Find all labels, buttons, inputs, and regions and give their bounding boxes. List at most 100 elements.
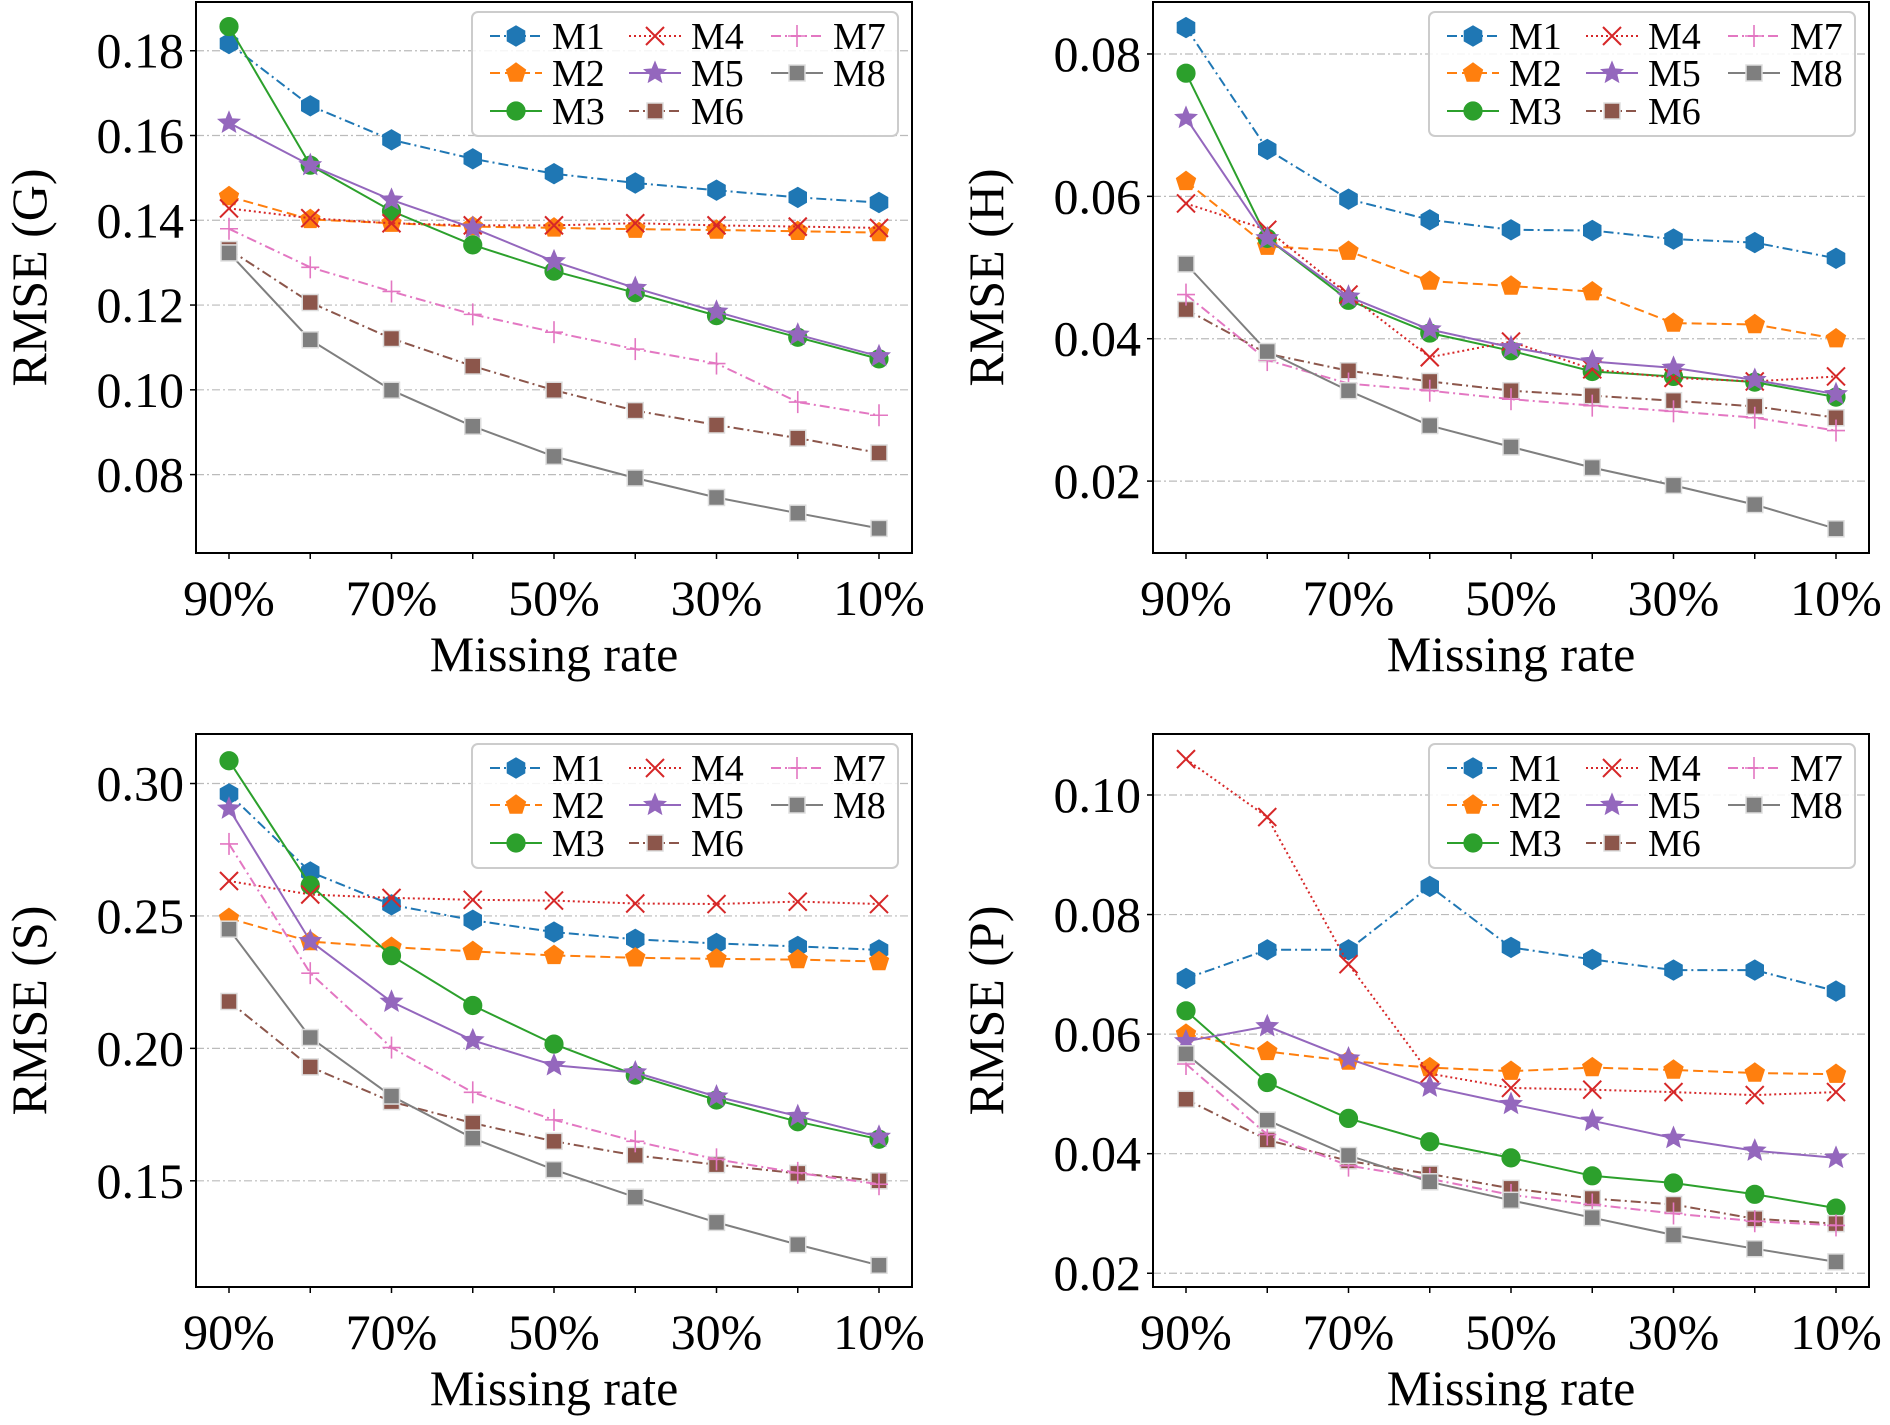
data-point-M1	[1745, 231, 1765, 254]
data-point-M4	[1745, 1085, 1765, 1105]
data-point-M4	[625, 213, 645, 233]
data-point-M6	[464, 357, 482, 375]
data-point-M3	[1826, 1198, 1846, 1218]
legend-entry-M3: M3	[490, 823, 605, 865]
data-point-M5	[704, 1084, 729, 1107]
data-point-M2	[1500, 275, 1522, 295]
data-point-M4	[1257, 807, 1277, 827]
legend-marker	[1463, 757, 1483, 779]
data-point-M3	[1338, 1108, 1359, 1129]
data-point-M8	[707, 1213, 726, 1232]
data-point-M2	[1256, 1040, 1278, 1061]
data-point-M7	[463, 303, 482, 326]
legend-label: M3	[1509, 823, 1562, 865]
series-M5	[1173, 1013, 1849, 1169]
data-point-M3	[463, 995, 483, 1016]
legend-marker	[1745, 757, 1763, 779]
data-point-M7	[301, 256, 320, 279]
legend-entry-M8: M8	[771, 785, 886, 827]
data-point-M4	[1176, 749, 1196, 769]
y-tick-label: 0.02	[1054, 1245, 1142, 1301]
series-line-M4	[1185, 202, 1837, 383]
x-tick-label: 70%	[346, 570, 438, 626]
data-point-M8	[1421, 1173, 1439, 1191]
data-point-M3	[1501, 1148, 1521, 1168]
data-point-M7	[788, 1161, 807, 1184]
data-point-M8	[626, 469, 644, 487]
legend-entry-M1: M1	[490, 748, 605, 790]
legend-label: M5	[691, 53, 744, 95]
data-point-M5	[298, 152, 323, 176]
data-point-M7	[382, 280, 401, 303]
data-point-M4	[300, 208, 320, 228]
legend-label: M4	[691, 16, 744, 58]
legend-entry-M4: M4	[629, 16, 744, 58]
data-point-M4	[544, 890, 564, 911]
data-point-M1	[625, 928, 645, 950]
legend-label: M6	[1648, 823, 1701, 865]
data-point-M7	[1664, 400, 1683, 423]
legend-marker	[645, 758, 665, 778]
data-point-M5	[867, 343, 891, 367]
legend-marker	[646, 834, 664, 852]
data-point-M5	[542, 1052, 566, 1076]
data-point-M8	[1583, 458, 1601, 477]
legend-label: M1	[552, 748, 605, 790]
data-point-M6	[545, 1132, 563, 1151]
legend-label: M2	[552, 53, 605, 95]
data-point-M7	[1420, 379, 1439, 402]
x-tick-label: 90%	[1140, 1304, 1232, 1360]
data-point-M7	[545, 321, 563, 344]
data-point-M5	[1417, 1074, 1442, 1097]
data-point-M4	[625, 893, 645, 914]
series-line-M2	[1185, 180, 1837, 340]
legend-marker	[1463, 101, 1483, 121]
series-M2	[1175, 1023, 1847, 1083]
data-point-M6	[870, 444, 888, 462]
data-point-M1	[1420, 209, 1440, 231]
data-point-M5	[785, 322, 810, 345]
data-point-M4	[219, 871, 239, 891]
data-point-M4	[706, 215, 727, 236]
legend-label: M4	[691, 748, 744, 790]
subplot-2: 0.02 0.04 0.06 0.08 90% 70% 50% 30% 10% Missing r…	[958, 1, 1882, 682]
data-point-M1	[1745, 959, 1765, 981]
data-point-M5	[1498, 334, 1524, 358]
data-point-M5	[1824, 381, 1848, 405]
data-point-M2	[1744, 1062, 1766, 1082]
legend-entry-M4: M4	[1586, 748, 1701, 790]
data-point-M4	[1582, 359, 1602, 380]
legend-marker	[1462, 794, 1484, 814]
data-point-M5	[1174, 105, 1198, 129]
data-point-M7	[707, 352, 726, 375]
data-point-M5	[623, 1059, 648, 1083]
legend-entry-M2: M2	[1447, 785, 1562, 827]
data-point-M4	[381, 213, 402, 233]
data-point-M8	[1258, 1111, 1276, 1129]
data-point-M7	[1583, 394, 1602, 417]
data-point-M5	[704, 299, 729, 322]
x-tick-label: 30%	[671, 1304, 763, 1360]
legend-label: M2	[1509, 53, 1562, 95]
data-point-M3	[1663, 1173, 1684, 1193]
subplot-3: 0.15 0.20 0.25 0.30 90% 70% 50% 30% 10% Missing r…	[1, 733, 925, 1416]
legend-entry-M5: M5	[1586, 785, 1701, 827]
x-tick-label: 10%	[833, 1304, 925, 1360]
data-point-M8	[1502, 438, 1520, 456]
data-point-M4	[1420, 1063, 1440, 1084]
data-point-M5	[1661, 1125, 1686, 1149]
data-point-M3	[1176, 1001, 1196, 1021]
legend-label: M3	[552, 823, 605, 865]
data-point-M6	[464, 1114, 482, 1132]
legend-marker	[1602, 758, 1622, 778]
data-point-M8	[301, 331, 319, 349]
data-point-M2	[1338, 240, 1359, 260]
x-tick-label: 90%	[183, 1304, 275, 1360]
legend-marker	[1599, 792, 1625, 816]
data-point-M8	[1583, 1208, 1601, 1227]
x-tick-label: 30%	[1628, 1304, 1720, 1360]
x-tick-label: 90%	[183, 570, 275, 626]
y-tick-label: 0.04	[1054, 311, 1142, 367]
data-point-M5	[298, 928, 323, 952]
